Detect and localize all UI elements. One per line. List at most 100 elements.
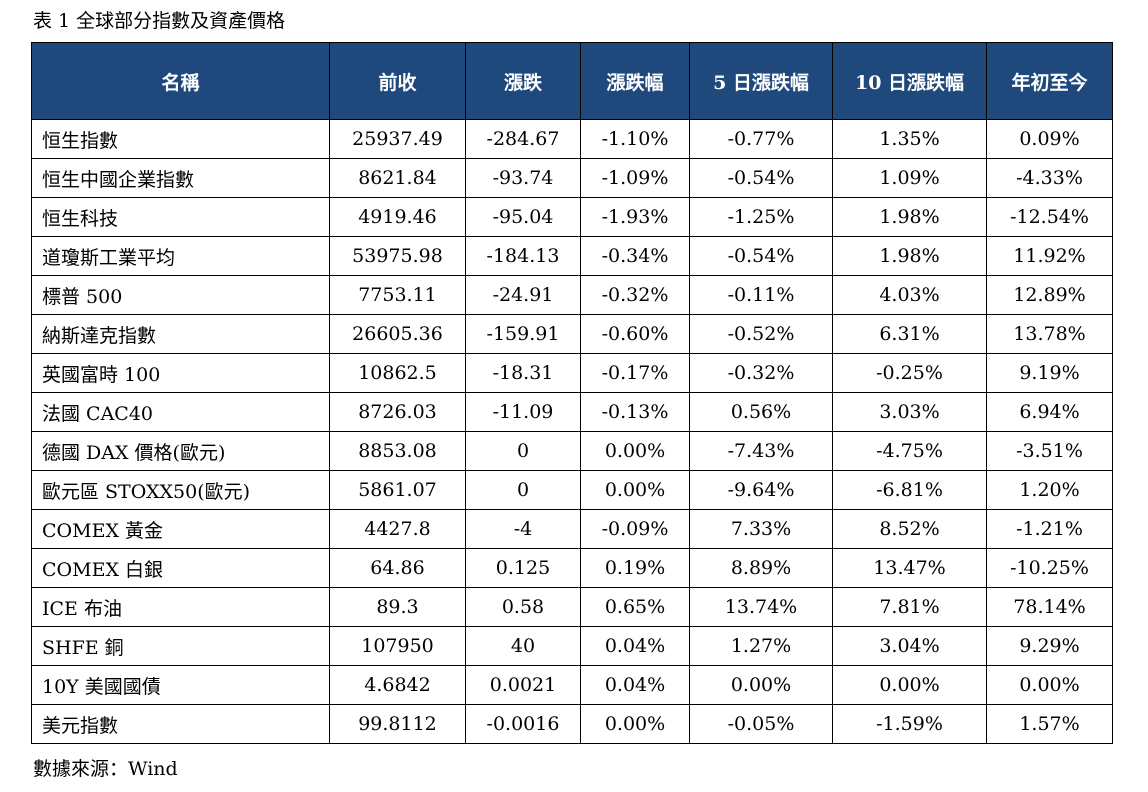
table-row: COMEX 黃金 4427.8 -4 -0.09% 7.33% 8.52% -1.21% — [31, 509, 1113, 549]
cell-10d-change: -1.59% — [832, 704, 987, 744]
table-row: 道瓊斯工業平均 53975.98 -184.13 -0.34% -0.54% 1.98% 1… — [31, 236, 1113, 276]
cell-change: -95.04 — [465, 197, 581, 237]
cell-5d-change: -0.05% — [689, 704, 833, 744]
table-row: ICE 布油 89.3 0.58 0.65% 13.74% 7.81% 78.14% — [31, 587, 1113, 627]
cell-ytd: -3.51% — [986, 431, 1113, 471]
cell-5d-change: -0.11% — [689, 275, 833, 315]
cell-10d-change: 13.47% — [832, 548, 987, 588]
cell-10d-change: 1.09% — [832, 158, 987, 198]
cell-name: COMEX 白銀 — [31, 548, 330, 588]
cell-name: 恒生科技 — [31, 197, 330, 237]
table-row: 歐元區 STOXX50(歐元) 5861.07 0 0.00% -9.64% -6.81%… — [31, 470, 1113, 510]
cell-change: -18.31 — [465, 353, 581, 393]
cell-change-pct: 0.19% — [580, 548, 690, 588]
cell-prev-close: 8853.08 — [329, 431, 466, 471]
cell-change-pct: -0.34% — [580, 236, 690, 276]
cell-change: -284.67 — [465, 119, 581, 159]
cell-10d-change: -4.75% — [832, 431, 987, 471]
cell-ytd: -1.21% — [986, 509, 1113, 549]
cell-change-pct: -0.13% — [580, 392, 690, 432]
cell-name: 納斯達克指數 — [31, 314, 330, 354]
cell-10d-change: -6.81% — [832, 470, 987, 510]
cell-name: 10Y 美國國債 — [31, 665, 330, 705]
cell-5d-change: -0.52% — [689, 314, 833, 354]
header-change: 漲跌 — [465, 42, 581, 120]
table-row: SHFE 銅 107950 40 0.04% 1.27% 3.04% 9.29% — [31, 626, 1113, 666]
header-prev-close: 前收 — [329, 42, 466, 120]
cell-ytd: 11.92% — [986, 236, 1113, 276]
cell-5d-change: 13.74% — [689, 587, 833, 627]
cell-prev-close: 8621.84 — [329, 158, 466, 198]
cell-5d-change: 0.56% — [689, 392, 833, 432]
cell-10d-change: 1.98% — [832, 236, 987, 276]
cell-prev-close: 25937.49 — [329, 119, 466, 159]
cell-prev-close: 7753.11 — [329, 275, 466, 315]
cell-prev-close: 107950 — [329, 626, 466, 666]
table-row: 法國 CAC40 8726.03 -11.09 -0.13% 0.56% 3.03% 6.9… — [31, 392, 1113, 432]
header-name: 名稱 — [31, 42, 330, 120]
cell-name: 標普 500 — [31, 275, 330, 315]
cell-ytd: -4.33% — [986, 158, 1113, 198]
cell-5d-change: 7.33% — [689, 509, 833, 549]
table-row: 標普 500 7753.11 -24.91 -0.32% -0.11% 4.03% 12.8… — [31, 275, 1113, 315]
cell-ytd: 12.89% — [986, 275, 1113, 315]
cell-10d-change: 1.35% — [832, 119, 987, 159]
cell-5d-change: -0.54% — [689, 236, 833, 276]
cell-ytd: 0.09% — [986, 119, 1113, 159]
cell-ytd: 0.00% — [986, 665, 1113, 705]
cell-10d-change: 8.52% — [832, 509, 987, 549]
data-source-note: 數據來源：Wind — [33, 758, 178, 780]
cell-change-pct: 0.65% — [580, 587, 690, 627]
cell-change: -159.91 — [465, 314, 581, 354]
header-ytd: 年初至今 — [986, 42, 1113, 120]
cell-change-pct: -1.09% — [580, 158, 690, 198]
cell-name: 美元指數 — [31, 704, 330, 744]
cell-5d-change: -7.43% — [689, 431, 833, 471]
index-table: 名稱 前收 漲跌 漲跌幅 5 日漲跌幅 10 日漲跌幅 年初至今 恒生指數 259… — [31, 42, 1113, 744]
cell-5d-change: -0.77% — [689, 119, 833, 159]
table-row: COMEX 白銀 64.86 0.125 0.19% 8.89% 13.47% -10.25… — [31, 548, 1113, 588]
cell-name: 恒生中國企業指數 — [31, 158, 330, 198]
cell-change: 0.58 — [465, 587, 581, 627]
cell-ytd: -12.54% — [986, 197, 1113, 237]
cell-5d-change: -0.54% — [689, 158, 833, 198]
table-row: 納斯達克指數 26605.36 -159.91 -0.60% -0.52% 6.31% 13… — [31, 314, 1113, 354]
cell-name: 道瓊斯工業平均 — [31, 236, 330, 276]
cell-10d-change: 6.31% — [832, 314, 987, 354]
cell-change-pct: 0.00% — [580, 470, 690, 510]
cell-ytd: 1.20% — [986, 470, 1113, 510]
cell-change: -93.74 — [465, 158, 581, 198]
cell-name: 恒生指數 — [31, 119, 330, 159]
cell-5d-change: 0.00% — [689, 665, 833, 705]
cell-name: ICE 布油 — [31, 587, 330, 627]
cell-name: 法國 CAC40 — [31, 392, 330, 432]
cell-prev-close: 8726.03 — [329, 392, 466, 432]
table-row: 德國 DAX 價格(歐元) 8853.08 0 0.00% -7.43% -4.75% -3… — [31, 431, 1113, 471]
cell-change-pct: 0.04% — [580, 665, 690, 705]
cell-prev-close: 89.3 — [329, 587, 466, 627]
cell-name: SHFE 銅 — [31, 626, 330, 666]
cell-change: 40 — [465, 626, 581, 666]
cell-10d-change: 1.98% — [832, 197, 987, 237]
cell-prev-close: 99.8112 — [329, 704, 466, 744]
cell-name: 英國富時 100 — [31, 353, 330, 393]
cell-change-pct: -1.93% — [580, 197, 690, 237]
cell-change: 0.125 — [465, 548, 581, 588]
cell-prev-close: 5861.07 — [329, 470, 466, 510]
cell-5d-change: 1.27% — [689, 626, 833, 666]
cell-ytd: 13.78% — [986, 314, 1113, 354]
cell-change-pct: 0.00% — [580, 704, 690, 744]
cell-10d-change: 4.03% — [832, 275, 987, 315]
cell-prev-close: 10862.5 — [329, 353, 466, 393]
table-row: 恒生科技 4919.46 -95.04 -1.93% -1.25% 1.98% -12.54… — [31, 197, 1113, 237]
table-body: 恒生指數 25937.49 -284.67 -1.10% -0.77% 1.35% 0.09… — [31, 119, 1113, 744]
cell-5d-change: -9.64% — [689, 470, 833, 510]
cell-change-pct: -0.32% — [580, 275, 690, 315]
header-row: 名稱 前收 漲跌 漲跌幅 5 日漲跌幅 10 日漲跌幅 年初至今 — [31, 42, 1113, 120]
cell-ytd: 1.57% — [986, 704, 1113, 744]
cell-ytd: 9.19% — [986, 353, 1113, 393]
cell-prev-close: 53975.98 — [329, 236, 466, 276]
cell-name: 德國 DAX 價格(歐元) — [31, 431, 330, 471]
cell-5d-change: -1.25% — [689, 197, 833, 237]
cell-change: -11.09 — [465, 392, 581, 432]
